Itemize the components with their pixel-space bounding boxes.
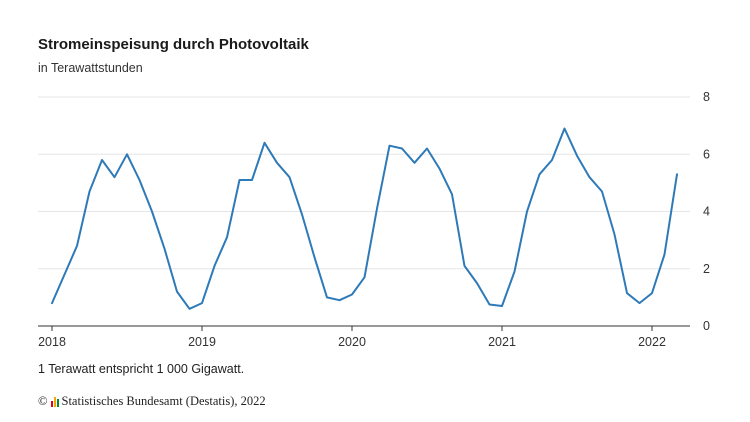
x-tick-label: 2020 bbox=[338, 335, 366, 349]
y-tick-label: 8 bbox=[703, 90, 710, 104]
source-credit: © Statistisches Bundesamt (Destatis), 20… bbox=[38, 394, 266, 409]
chart-title: Stromeinspeisung durch Photovoltaik bbox=[38, 36, 309, 53]
y-tick-label: 0 bbox=[703, 319, 710, 333]
unit-note: 1 Terawatt entspricht 1 000 Gigawatt. bbox=[38, 362, 245, 376]
y-tick-label: 6 bbox=[703, 147, 710, 161]
logo-bar bbox=[53, 396, 56, 407]
x-tick-label: 2019 bbox=[188, 335, 216, 349]
x-tick-label: 2022 bbox=[638, 335, 666, 349]
logo-bar bbox=[56, 398, 59, 407]
x-tick-label: 2018 bbox=[38, 335, 66, 349]
logo-bar bbox=[50, 400, 53, 407]
y-tick-label: 4 bbox=[703, 205, 710, 219]
series-line bbox=[51, 127, 678, 310]
chart-subtitle: in Terawattstunden bbox=[38, 61, 143, 75]
y-tick-label: 2 bbox=[703, 262, 710, 276]
copyright-symbol: © bbox=[38, 394, 48, 408]
source-text: Statistisches Bundesamt (Destatis), 2022 bbox=[61, 394, 266, 408]
destatis-logo-icon bbox=[50, 396, 59, 407]
line-chart: 0 2 4 6 8 2018 2019 2020 2021 2022 bbox=[38, 90, 710, 349]
x-tick-label: 2021 bbox=[488, 335, 516, 349]
